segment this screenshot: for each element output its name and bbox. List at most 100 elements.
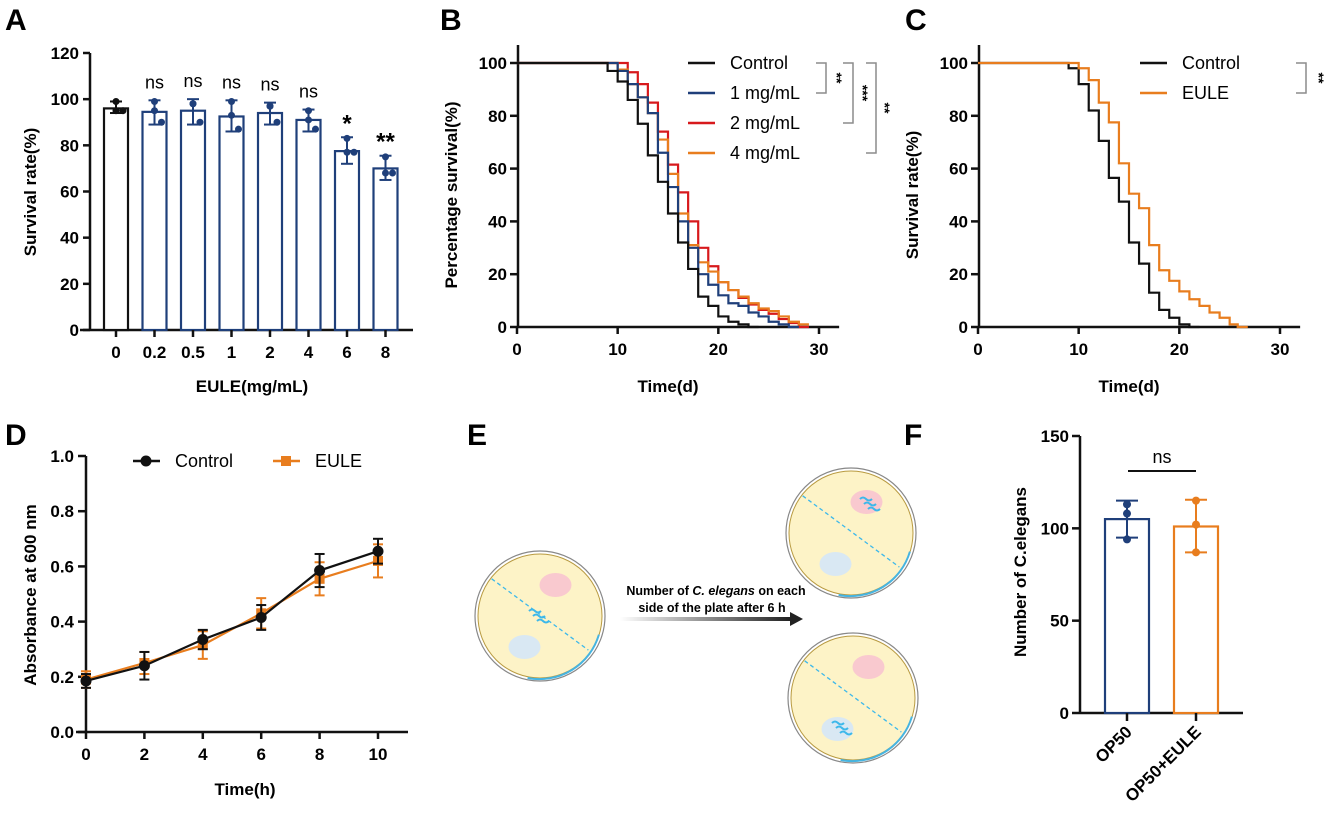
y-tick-label: 150: [1041, 427, 1069, 446]
data-point: [235, 125, 242, 133]
worm-icon: [867, 506, 881, 512]
panel-label-e: E: [467, 419, 487, 452]
food-spot-blue: [508, 635, 541, 659]
x-tick-label: 8: [381, 343, 390, 362]
data-point: [119, 107, 127, 115]
y-tick-label: 0: [70, 321, 79, 340]
y-tick-label: 0.6: [50, 557, 74, 576]
divider-line: [804, 660, 902, 733]
survival-curve: [978, 61, 1200, 329]
data-point: [196, 118, 204, 126]
worm-icon: [835, 725, 849, 731]
data-point: [158, 118, 165, 126]
petri-dish-agar: [788, 470, 914, 596]
x-tick-label: 10: [1069, 340, 1088, 359]
significance-label: ns: [1152, 447, 1171, 467]
x-tick-label: 0: [111, 343, 120, 362]
x-tick-label: OP50: [1092, 722, 1136, 766]
petri-dish-edge: [527, 634, 600, 681]
y-tick-label: 80: [488, 107, 507, 126]
legend-marker: [281, 456, 291, 466]
y-tick-label: 100: [1041, 519, 1069, 538]
legend-label: EULE: [315, 451, 362, 471]
data-point: [350, 148, 358, 156]
y-tick-label: 80: [949, 107, 968, 126]
panel-d-chart: 0.0 0.2 0.4 0.6 0.8 1.0 0 2 4 6 8 10 Control EULE Time…: [21, 447, 408, 799]
x-tick-label: 1: [227, 343, 236, 362]
bar: [179, 109, 207, 332]
y-axis-label: Number of C.elegans: [1011, 487, 1030, 657]
data-point: [1123, 535, 1131, 544]
comparison-bracket: [816, 62, 827, 94]
legend-label: Control: [730, 53, 788, 73]
comparison-label: **: [877, 103, 893, 114]
x-tick-label: 6: [256, 745, 265, 764]
worm-icon: [528, 608, 542, 614]
significance-label: **: [376, 129, 395, 156]
y-tick-label: 100: [51, 90, 79, 109]
data-point: [1123, 500, 1131, 509]
survival-curve: [517, 61, 809, 329]
y-tick-label: 0.0: [50, 723, 74, 742]
y-tick-label: 60: [949, 160, 968, 179]
data-point: [382, 169, 389, 177]
data-point: [151, 97, 158, 105]
comparison-bracket: [866, 62, 877, 154]
x-axis-label: Time(d): [637, 377, 698, 396]
data-point: [305, 107, 312, 115]
x-tick-label: 2: [140, 745, 149, 764]
y-tick-label: 0: [959, 318, 968, 337]
x-tick-label: 30: [1271, 340, 1290, 359]
panel-label-b: B: [440, 4, 462, 37]
petri-dish-edge: [838, 551, 911, 598]
petri-dish-edge: [840, 716, 913, 763]
data-point: [189, 100, 197, 108]
bar: [333, 150, 361, 332]
data-point: [138, 660, 150, 672]
bar: [256, 111, 284, 332]
survival-curve: [517, 61, 759, 329]
panel-label-c: C: [905, 4, 927, 37]
y-tick-label: 60: [488, 160, 507, 179]
divider-line: [491, 578, 589, 651]
comparison-label: ***: [855, 85, 871, 102]
worm-icon: [536, 618, 550, 624]
y-tick-label: 40: [488, 212, 507, 231]
panel-b-chart: 0 20 40 60 80 100 0 10 20 30 Control 1 mg/mL 2 mg/mL…: [442, 45, 893, 396]
x-tick-label: 0: [973, 340, 982, 359]
y-tick-label: 100: [940, 54, 968, 73]
bar: [218, 115, 245, 332]
y-axis-label: Absorbance at 600 nm: [21, 504, 40, 685]
significance-label: ns: [145, 72, 164, 92]
food-spot-blue: [819, 552, 852, 576]
diagram-caption-line1: Number of C. elegans on each: [626, 584, 805, 598]
x-tick-label: 10: [369, 745, 388, 764]
food-spot-pink: [539, 573, 572, 597]
x-tick-label: 0.5: [181, 343, 205, 362]
comparison-label: **: [1311, 73, 1325, 84]
worm-icon: [859, 496, 873, 502]
y-tick-label: 100: [479, 54, 507, 73]
data-point: [312, 125, 319, 133]
y-tick-label: 80: [60, 136, 79, 155]
data-point: [80, 675, 92, 687]
petri-dish-agar: [790, 635, 916, 761]
x-tick-label: 0: [512, 340, 521, 359]
y-axis-label: Percentage survival(%): [442, 101, 461, 288]
survival-curve: [517, 61, 799, 329]
x-axis-label: EULE(mg/mL): [196, 377, 308, 396]
data-point: [1192, 496, 1200, 505]
legend-label: 2 mg/mL: [730, 113, 800, 133]
y-tick-label: 20: [60, 275, 79, 294]
y-tick-label: 0.2: [50, 668, 74, 687]
y-tick-label: 20: [949, 265, 968, 284]
food-spot-blue: [821, 717, 854, 741]
y-tick-label: 0: [498, 318, 507, 337]
x-tick-label: 0: [81, 745, 90, 764]
legend-label: EULE: [1182, 83, 1229, 103]
x-tick-label: 6: [342, 343, 351, 362]
x-tick-label: 20: [709, 340, 728, 359]
x-tick-label: 20: [1170, 340, 1189, 359]
